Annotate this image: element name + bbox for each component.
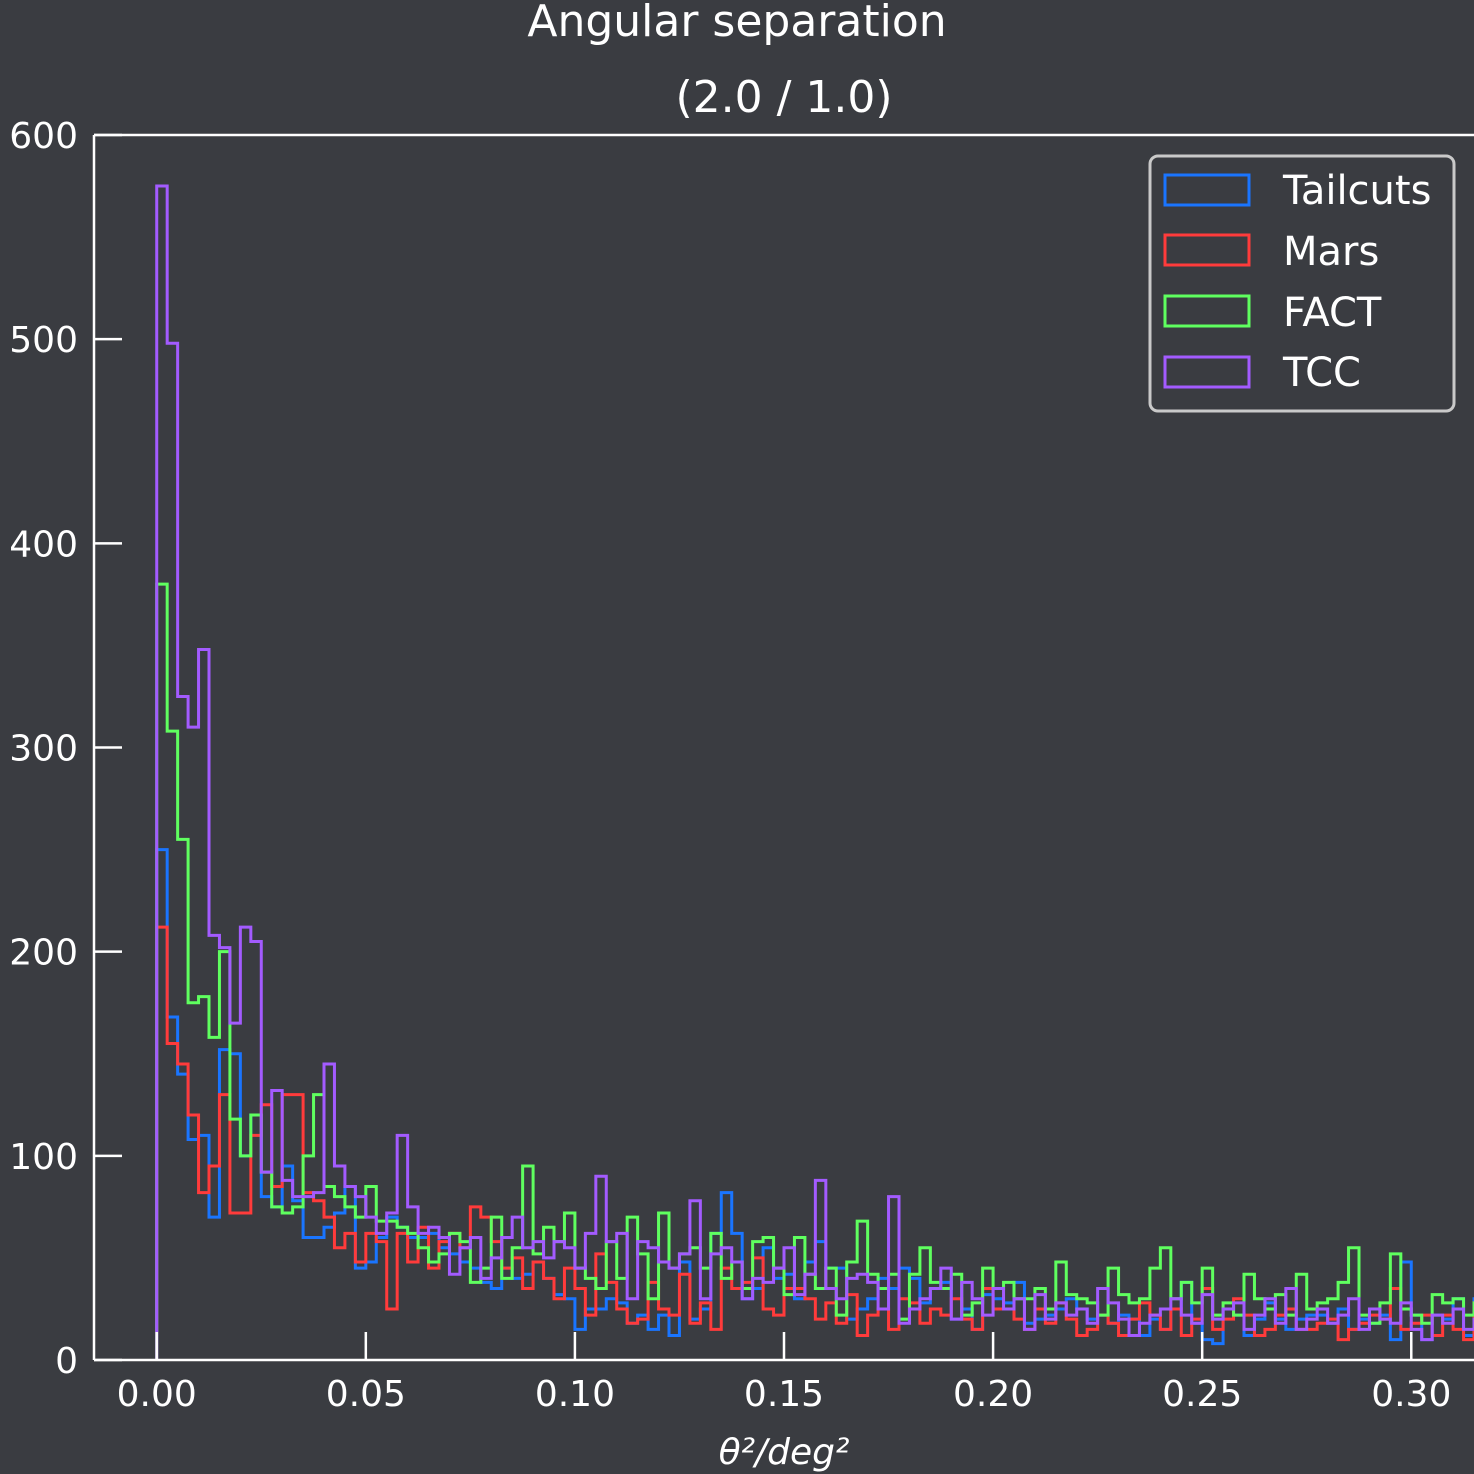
x-axis-ticks: 0.00 0.05 0.10 0.15 0.20 0.25 0.30 bbox=[117, 1332, 1451, 1415]
legend-swatch-fact bbox=[1163, 294, 1251, 328]
chart-subtitle: (2.0 / 1.0) bbox=[675, 72, 892, 123]
x-tick-label: 0.15 bbox=[744, 1374, 824, 1415]
y-axis-ticks: 0 100 200 300 400 500 600 bbox=[9, 116, 122, 1382]
y-tick-label: 100 bbox=[9, 1137, 78, 1178]
legend-label-tcc: TCC bbox=[1282, 350, 1361, 396]
x-tick-label: 0.00 bbox=[117, 1374, 197, 1415]
y-tick-label: 400 bbox=[9, 524, 78, 565]
y-tick-label: 500 bbox=[9, 320, 78, 361]
y-tick-label: 600 bbox=[9, 116, 78, 157]
series-line-fact bbox=[155, 582, 1474, 1360]
legend-swatch-mars bbox=[1163, 233, 1251, 267]
series-line-tcc bbox=[155, 184, 1474, 1360]
legend-label-fact: FACT bbox=[1283, 290, 1382, 336]
legend-label-mars: Mars bbox=[1283, 229, 1379, 275]
y-tick-label: 300 bbox=[9, 729, 78, 770]
x-tick-label: 0.05 bbox=[326, 1374, 406, 1415]
legend-box bbox=[1148, 154, 1456, 413]
legend-swatch-tcc bbox=[1163, 355, 1251, 389]
x-tick-label: 0.25 bbox=[1162, 1374, 1242, 1415]
y-tick-label: 0 bbox=[55, 1341, 78, 1382]
legend-swatch-tailcuts bbox=[1163, 173, 1251, 207]
x-tick-label: 0.30 bbox=[1371, 1374, 1451, 1415]
legend: Tailcuts Mars FACT TCC bbox=[1148, 154, 1456, 413]
x-axis-label: θ²/deg² bbox=[719, 1432, 850, 1473]
plot-area: 0.00 0.05 0.10 0.15 0.20 0.25 0.30 0 100 200 300 4… bbox=[9, 116, 1474, 1415]
series-layer bbox=[155, 184, 1474, 1360]
legend-label-tailcuts: Tailcuts bbox=[1282, 168, 1431, 214]
chart-title: Angular separation bbox=[527, 0, 946, 47]
y-tick-label: 200 bbox=[9, 933, 78, 974]
x-tick-label: 0.20 bbox=[953, 1374, 1033, 1415]
x-tick-label: 0.10 bbox=[535, 1374, 615, 1415]
